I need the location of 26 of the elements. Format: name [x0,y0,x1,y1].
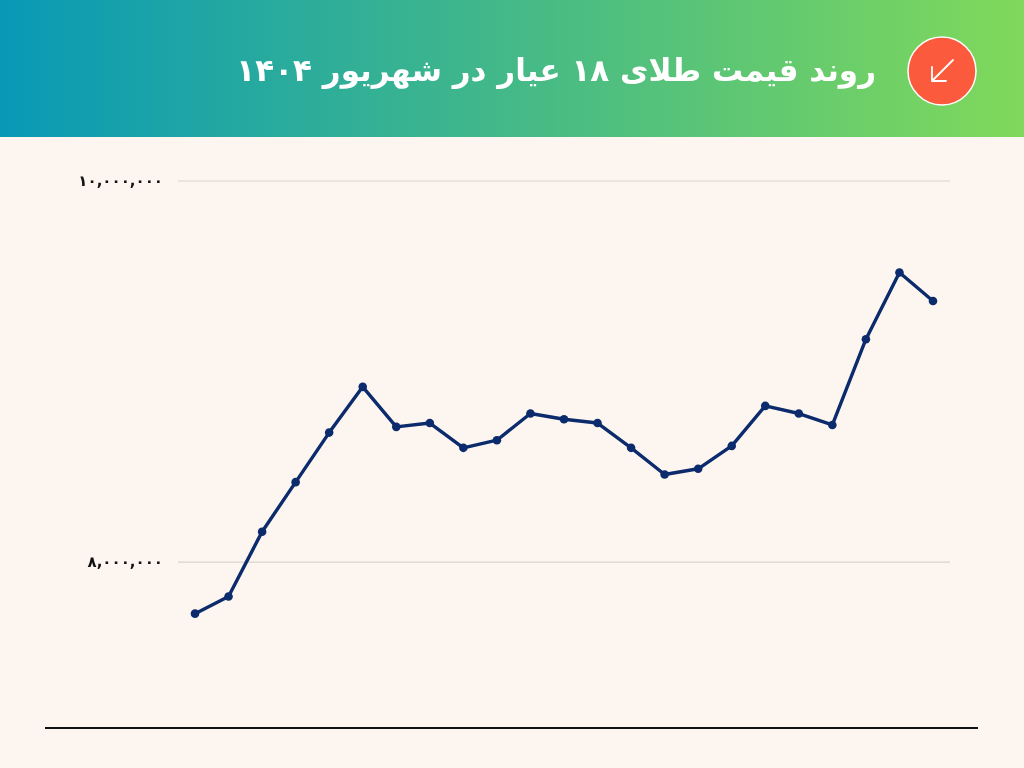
point [693,464,703,474]
point [526,409,535,418]
point [660,470,669,479]
point [593,418,602,428]
point [425,418,435,428]
point [760,401,770,411]
point [391,422,401,432]
point [861,334,871,344]
point [626,443,636,453]
point [559,414,569,424]
point [224,592,233,601]
point [459,443,468,453]
point [492,435,502,445]
point [794,409,804,418]
point [727,441,737,451]
y-tick-label: ۱۰,۰۰۰,۰۰۰ [78,172,163,190]
y-tick-label: ۸,۰۰۰,۰۰۰ [87,553,163,572]
point [828,420,837,430]
point [190,609,200,618]
point [895,268,904,277]
chart-title: روند قیمت طلای ۱۸ عیار در شهریور ۱۴۰۴ [236,51,876,91]
point [291,477,300,487]
point [358,382,368,392]
point [257,527,267,536]
point [324,428,334,437]
point [928,296,938,306]
